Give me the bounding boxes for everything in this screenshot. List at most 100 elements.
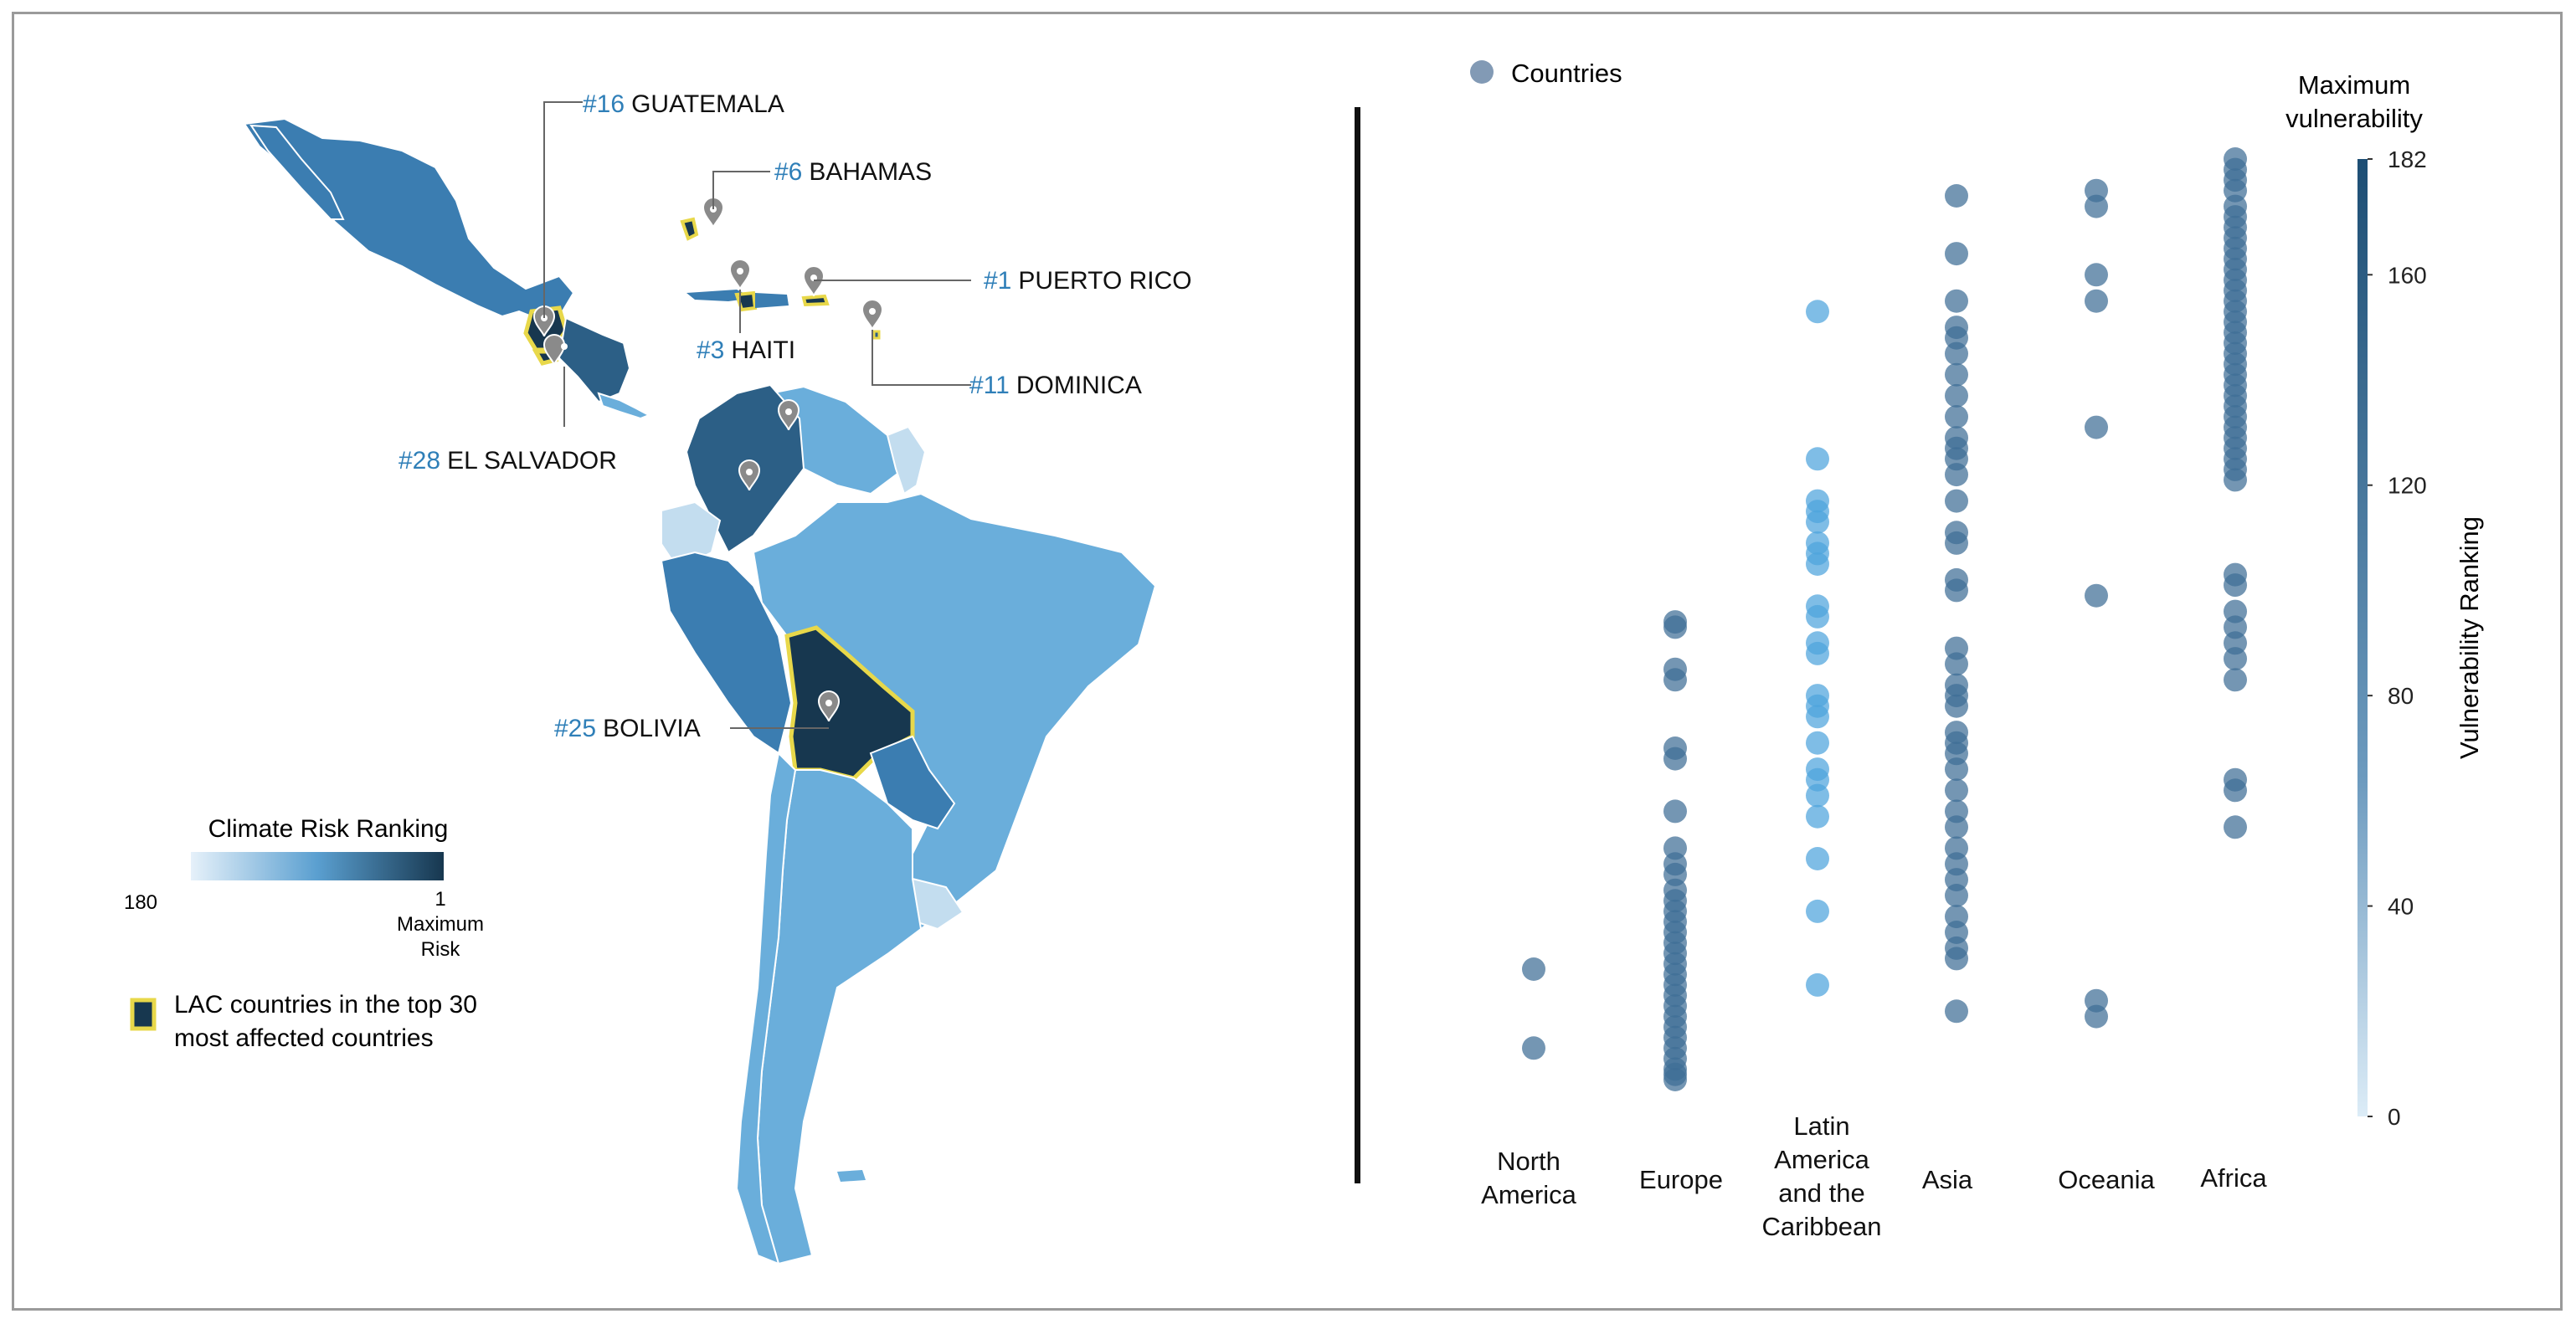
colorbar-tick-label: 80 [2388,683,2414,709]
legend-top30-line2: most affected countries [174,1024,434,1052]
data-point [2085,1004,2108,1029]
data-point [1806,510,1829,534]
category-label: Oceania [2058,1165,2155,1194]
data-point [1945,999,1968,1024]
data-point [2224,573,2247,598]
data-point [2085,415,2108,439]
data-point [1663,1068,1687,1091]
data-point [2085,583,2108,608]
colorbar-title-1: Maximum [2298,70,2410,100]
series-oceania [2085,178,2108,1029]
data-point [1945,815,1968,839]
data-point [1945,694,1968,718]
data-point [1522,957,1545,981]
series-north-america [1522,957,1545,1060]
colorbar-title-2: vulnerability [2285,104,2423,133]
callout-leaders [543,101,971,729]
data-point [1806,731,1829,755]
callout-haiti: #3 HAITI [697,336,795,364]
country-panama [597,392,651,420]
data-point [1663,799,1687,824]
data-point [1806,705,1829,729]
legend-gradient [191,852,444,880]
figure-frame [12,12,2563,1311]
y-axis-label: Vulnerability Ranking [2455,516,2484,759]
data-point [1945,531,1968,555]
legend-marker [1470,60,1494,84]
data-point [1945,405,1968,429]
data-point [2224,468,2247,492]
data-point [1945,947,1968,971]
data-point [1663,747,1687,771]
callout-puerto-rico: #1 PUERTO RICO [984,267,1192,295]
data-point [1945,289,1968,313]
colorbar-tick-label: 160 [2388,262,2427,288]
category-label: Europe [1639,1165,1723,1194]
legend-title: Climate Risk Ranking [208,815,449,843]
lac-climate-risk-map: #16 GUATEMALA #6 BAHAMAS #1 PUERTO RICO #3 H… [124,90,1192,1265]
data-point [1806,847,1829,870]
country-puerto-rico [801,294,830,307]
data-point [1522,1036,1545,1060]
data-point [1945,652,1968,676]
data-point [1806,604,1829,629]
legend-high-caption-2: Risk [421,938,461,961]
data-point [2085,194,2108,218]
colorbar-ticks: 0 40 80 120 160 182 [2368,146,2427,1130]
country-central-america [558,316,631,403]
colorbar-tick-label: 40 [2388,894,2414,920]
legend-countries: Countries [1511,59,1622,88]
data-point [1806,641,1829,665]
series-europe [1663,610,1687,1091]
data-point [1806,899,1829,923]
data-point [1945,884,1968,907]
series-latin-america-and-the-caribbean [1806,300,1829,997]
data-point [2224,647,2247,671]
data-point [2224,778,2247,803]
data-point [1945,383,1968,408]
colorbar [2357,159,2368,1116]
data-point [1945,578,1968,603]
colorbar-tick-label: 182 [2388,146,2427,172]
callout-dominica: #11 DOMINICA [969,372,1142,399]
country-ecuador [661,500,722,571]
callout-el-salvador: #28 EL SALVADOR [398,447,617,475]
data-point [1663,615,1687,639]
data-point [1945,184,1968,208]
country-paraguay [869,735,956,830]
data-point [2224,815,2247,839]
country-baja [249,124,345,220]
colorbar-tick-label: 0 [2388,1104,2401,1130]
data-point [2224,668,2247,692]
series-africa [2224,147,2247,839]
series-asia [1945,184,1968,1024]
data-point [1806,552,1829,576]
data-point [1945,463,1968,487]
panel-divider [1355,107,1360,1183]
data-point [1945,341,1968,366]
data-point [1945,778,1968,803]
category-label: Latin America and the Caribbean [1761,1111,1881,1241]
category-labels: North America Europe Latin America and the Car… [1481,1111,2267,1241]
data-point [1663,668,1687,692]
callout-guatemala: #16 GUATEMALA [583,90,784,118]
data-point [1945,489,1968,513]
category-label: Asia [1922,1165,1973,1194]
category-label: Africa [2200,1163,2267,1193]
data-point [1806,783,1829,808]
data-point [1806,804,1829,829]
colorbar-tick-label: 120 [2388,473,2427,499]
country-chile [735,751,797,1265]
data-point [1806,447,1829,471]
country-guyana [886,425,927,495]
legend-high-value: 1 [434,888,445,911]
legend-high-caption-1: Maximum [397,913,484,936]
country-falklands [837,1170,866,1182]
country-bahamas [680,217,699,241]
category-label: North America [1481,1147,1576,1209]
legend-top30-line1: LAC countries in the top 30 [174,991,477,1019]
legend-low-value: 180 [124,891,157,914]
data-point [1945,242,1968,266]
data-point [1945,362,1968,387]
